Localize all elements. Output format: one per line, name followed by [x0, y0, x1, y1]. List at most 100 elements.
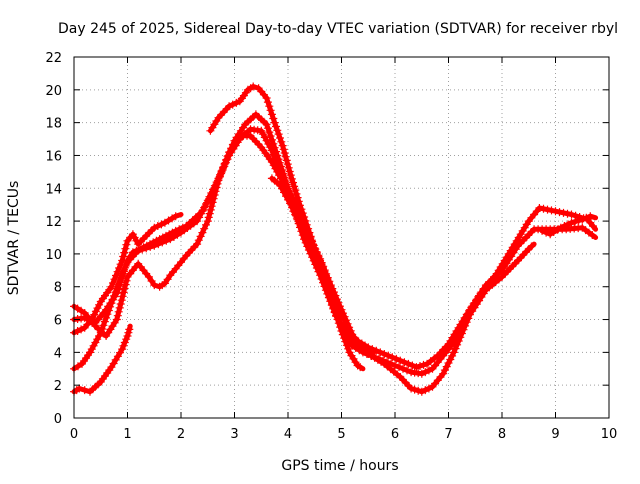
plus-marker: [175, 225, 184, 234]
plus-marker: [296, 201, 304, 210]
plus-marker: [80, 386, 89, 395]
plus-marker: [349, 354, 358, 363]
plus-marker: [194, 236, 203, 245]
y-tick-label: 2: [54, 379, 62, 394]
plus-marker: [567, 218, 576, 227]
plus-marker: [280, 149, 289, 157]
plus-marker: [448, 333, 457, 342]
plus-marker: [347, 351, 356, 360]
plus-marker: [410, 385, 419, 394]
plus-marker: [267, 158, 276, 166]
plus-marker: [345, 323, 354, 332]
plus-marker: [424, 384, 433, 393]
plus-marker: [282, 156, 291, 165]
plus-marker: [274, 155, 283, 164]
plus-marker: [586, 212, 595, 221]
plus-marker: [113, 267, 122, 276]
plus-marker: [421, 386, 430, 395]
plus-marker: [281, 152, 290, 161]
plus-marker: [535, 204, 544, 212]
plus-marker: [119, 341, 128, 350]
plus-marker: [329, 288, 338, 297]
plus-marker: [362, 346, 371, 355]
plus-marker: [301, 238, 310, 247]
plus-marker: [120, 338, 129, 347]
plus-marker: [222, 156, 231, 165]
plus-marker: [125, 325, 134, 334]
series-group: [70, 82, 599, 396]
plus-marker: [395, 363, 403, 372]
plus-marker: [301, 226, 310, 235]
plus-marker: [118, 292, 127, 301]
plus-marker: [336, 302, 344, 311]
plus-marker: [77, 325, 86, 334]
plus-marker: [317, 258, 326, 267]
plus-marker: [115, 303, 124, 312]
plus-marker: [334, 298, 343, 307]
plus-marker: [442, 362, 451, 371]
plus-marker: [514, 233, 523, 242]
plus-marker: [198, 228, 207, 237]
plus-marker: [298, 209, 307, 218]
plus-marker: [358, 345, 367, 354]
plus-marker: [269, 114, 278, 123]
plus-marker: [289, 178, 297, 187]
plus-marker: [396, 356, 405, 365]
plus-marker: [228, 100, 237, 109]
plus-marker: [219, 164, 227, 173]
grid-lines: [74, 57, 609, 418]
plus-marker: [325, 277, 334, 286]
plus-marker: [412, 363, 421, 372]
plus-marker: [121, 244, 130, 253]
plus-marker: [232, 98, 241, 107]
plus-marker: [123, 332, 132, 340]
y-tick-labels: 0 2 4 6 8 10 12 14 16 18 20 22: [45, 51, 62, 427]
plus-marker: [339, 309, 347, 318]
plus-marker: [417, 387, 426, 396]
series-markers: [206, 82, 365, 372]
plus-marker: [340, 312, 349, 321]
x-tick-label: 7: [444, 427, 452, 442]
plus-marker: [512, 236, 521, 245]
plus-marker: [132, 246, 141, 255]
plus-marker: [202, 200, 210, 208]
series-markers: [70, 325, 134, 396]
plus-marker: [326, 295, 335, 304]
plus-marker: [88, 313, 97, 322]
plus-marker: [336, 323, 345, 332]
plus-marker: [556, 223, 565, 232]
plus-marker: [273, 151, 282, 160]
plus-marker: [538, 226, 547, 235]
plus-marker: [116, 300, 125, 308]
plus-marker: [539, 204, 548, 213]
plus-marker: [314, 251, 323, 260]
plus-marker: [122, 240, 131, 249]
y-tick-label: 18: [45, 117, 62, 132]
plus-marker: [343, 319, 352, 328]
plus-marker: [547, 206, 556, 215]
plus-marker: [262, 136, 271, 145]
plus-marker: [453, 340, 462, 349]
plus-marker: [384, 351, 393, 360]
y-tick-label: 6: [54, 314, 62, 329]
plus-marker: [208, 198, 217, 207]
x-tick-label: 3: [230, 427, 238, 442]
plus-marker: [119, 288, 128, 297]
plus-marker: [494, 266, 503, 275]
series-track-a: [70, 125, 599, 378]
plus-marker: [328, 299, 337, 308]
plus-marker: [99, 321, 108, 330]
x-tick-label: 10: [601, 427, 618, 442]
plus-marker: [266, 106, 275, 115]
x-tick-label: 0: [70, 427, 78, 442]
plus-marker: [220, 160, 229, 169]
series-line: [71, 126, 599, 377]
plus-marker: [100, 317, 109, 326]
plus-marker: [440, 366, 449, 375]
plus-marker: [213, 179, 222, 188]
plus-marker: [118, 256, 127, 265]
plus-marker: [93, 304, 102, 313]
plus-marker: [323, 273, 332, 282]
plus-marker: [498, 259, 507, 268]
plus-marker: [119, 252, 128, 261]
